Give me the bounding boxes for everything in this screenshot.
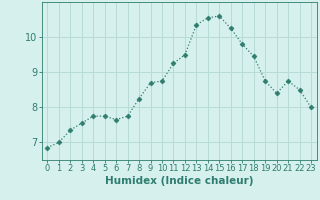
X-axis label: Humidex (Indice chaleur): Humidex (Indice chaleur) [105, 176, 253, 186]
